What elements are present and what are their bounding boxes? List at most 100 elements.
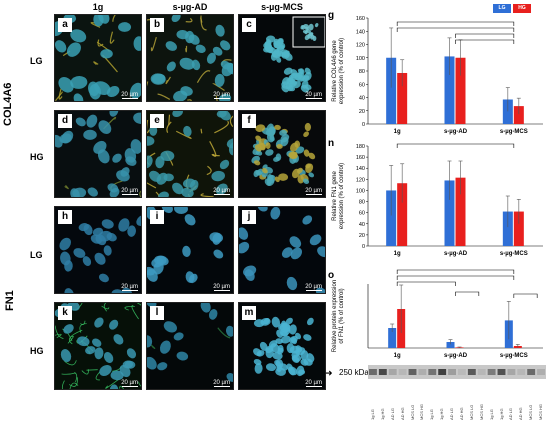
scale-bar-i: 20 µm (213, 284, 230, 291)
bar-hg-1 (455, 57, 466, 124)
scale-bar-b: 20 µm (213, 92, 230, 99)
scale-bar-label: 20 µm (121, 380, 138, 386)
scale-bar-d: 20 µm (121, 188, 138, 195)
row-label-hg-2: HG (30, 346, 44, 356)
blot-band (438, 369, 447, 375)
blot-band (418, 369, 427, 375)
significance-bracket (455, 39, 515, 44)
blot-lane-label: 1g HG (439, 408, 445, 420)
blot-band (487, 369, 496, 375)
blot-band (448, 369, 456, 375)
y-tick-label: 60 (359, 82, 365, 88)
chart-o: Relative protein expressionof FN1 (% of … (328, 264, 548, 369)
scale-bar-f: 20 µm (305, 188, 322, 195)
blot-band (537, 369, 545, 375)
bar-lg-0 (388, 328, 397, 348)
y-tick-label: 120 (356, 43, 365, 49)
blot-band (458, 369, 466, 375)
x-tick-label: 1g (394, 353, 401, 359)
significance-bracket (455, 291, 480, 296)
y-tick-label: 20 (359, 109, 365, 115)
y-axis-label-line: of FN1 (% of control) (339, 288, 345, 343)
blot-band (517, 369, 526, 375)
x-tick-label: s-µg-MCS (500, 129, 528, 135)
y-axis-label: Relative COL4A6 geneexpression (% of con… (332, 38, 345, 104)
scale-bar-label: 20 µm (305, 380, 322, 386)
scale-bar-label: 20 µm (121, 92, 138, 98)
x-tick-label: s-µg-AD (444, 251, 468, 257)
legend-hg: HG (513, 4, 531, 13)
bar-lg-1 (446, 342, 455, 348)
significance-bracket (396, 143, 515, 148)
blot-lane-label: MCS LG (528, 404, 534, 420)
blot-lane-label: AD HG (399, 407, 405, 420)
y-tick-label: 180 (356, 144, 365, 150)
blot-band (467, 369, 476, 375)
y-tick-label: 0 (362, 122, 365, 128)
panel-letter-a: a (58, 18, 72, 32)
blot-band (408, 369, 417, 375)
chart-letter-g: g (328, 10, 335, 21)
micrograph-panel-f: f 20 µm (238, 110, 326, 198)
bar-lg-2 (502, 99, 513, 124)
blot-lane-label: AD LG (449, 407, 455, 420)
panel-letter-d: d (58, 114, 72, 128)
y-tick-label: 160 (356, 155, 365, 161)
column-header-mcs: s-µg-MCS (261, 2, 303, 12)
bar-hg-2 (513, 211, 524, 246)
significance-bracket (396, 21, 515, 26)
blot-band (527, 369, 536, 375)
arrow-icon: ➜ (325, 368, 333, 378)
y-tick-label: 140 (356, 166, 365, 172)
side-label-col4a6: COL4A6 (2, 82, 14, 126)
y-tick-label: 0 (362, 244, 365, 250)
x-tick-label: s-µg-AD (444, 353, 468, 359)
y-tick-label: 20 (359, 233, 365, 239)
micrograph-panel-i: i 20 µm (146, 206, 234, 294)
y-tick-label: 80 (359, 200, 365, 206)
legend: LG HG (493, 4, 531, 13)
blot-lane-label: MCS HG (538, 404, 544, 420)
scale-bar-a: 20 µm (121, 92, 138, 99)
scale-bar-c: 20 µm (305, 92, 322, 99)
micrograph-panel-c: c 20 µm (238, 14, 326, 102)
micrograph-panel-d: d 20 µm (54, 110, 142, 198)
scale-bar-j: 20 µm (305, 284, 322, 291)
scale-bar-label: 20 µm (213, 188, 230, 194)
side-label-fn1: FN1 (4, 290, 16, 311)
micrograph-panel-k: k 20 µm (54, 302, 142, 390)
blot-band (428, 369, 437, 375)
scale-bar-label: 20 µm (213, 380, 230, 386)
significance-bracket (513, 293, 538, 298)
significance-bracket (455, 33, 515, 38)
blot-lane-label: 1g LG (429, 409, 435, 420)
panel-letter-l: l (150, 306, 164, 320)
blot-lane-label: AD LG (508, 407, 514, 420)
panel-letter-c: c (242, 18, 256, 32)
y-tick-label: 80 (359, 69, 365, 75)
micrograph-panel-j: j 20 µm (238, 206, 326, 294)
micrograph-panel-b: b 20 µm (146, 14, 234, 102)
blot-lane-label: AD LG (389, 407, 395, 420)
bar-hg-2 (513, 106, 524, 124)
bar-hg-0 (397, 72, 408, 124)
blot-lane-label: AD HG (518, 407, 524, 420)
blot-band (388, 369, 397, 375)
bar-lg-1 (444, 180, 455, 246)
blot-lane-labels: 1g LG 1g HG AD LG AD HG MCS LG MCS HG 1g LG 1g … (368, 380, 546, 426)
blot-band (369, 369, 377, 375)
blot-band (497, 369, 506, 375)
scale-bar-e: 20 µm (213, 188, 230, 195)
y-axis-label-line: Relative FN1 gene (332, 170, 338, 220)
blot-lane-label: MCS LG (409, 404, 415, 420)
scale-bar-label: 20 µm (213, 92, 230, 98)
significance-bracket (396, 275, 515, 280)
panel-letter-h: h (58, 210, 72, 224)
bar-hg-1 (455, 177, 466, 246)
panel-letter-i: i (150, 210, 164, 224)
western-blot-strip (368, 365, 546, 379)
scale-bar-label: 20 µm (305, 188, 322, 194)
chart-n: Relative FN1 geneexpression (% of contro… (328, 142, 548, 269)
scale-bar-h: 20 µm (121, 284, 138, 291)
panel-letter-b: b (150, 18, 164, 32)
